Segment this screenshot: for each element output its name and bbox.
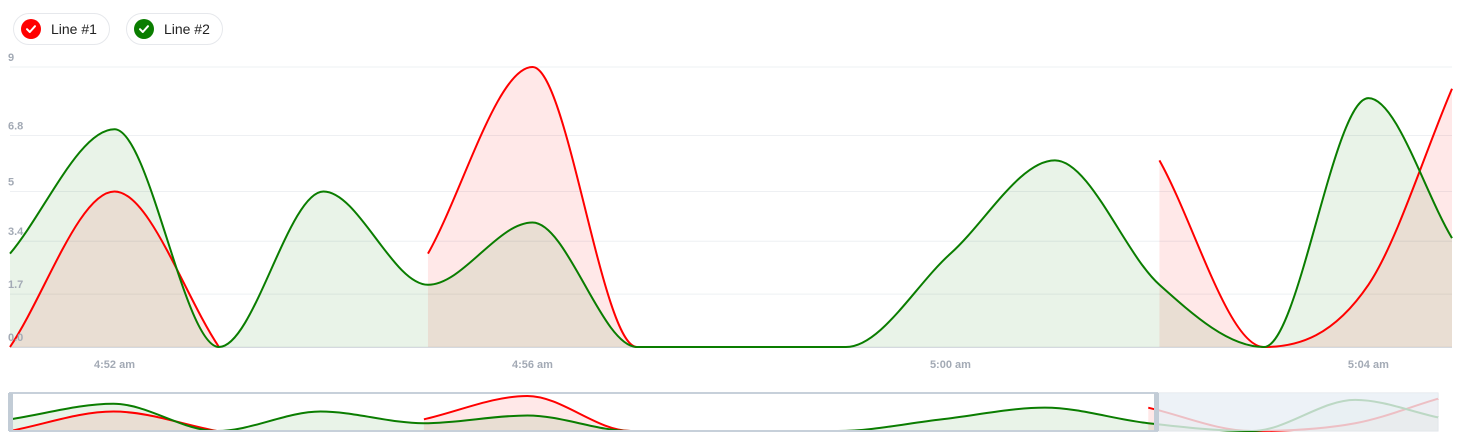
navigator-area-series-2 [10,399,1438,431]
area-series-1 [427,67,846,347]
y-tick-label: 1.7 [8,279,23,291]
legend-item-line-1[interactable]: Line #1 [13,13,110,45]
series-areas [10,67,1452,348]
y-tick-label: 0.0 [8,332,23,344]
y-axis: 0.0 1.7 3.4 5 6.8 9 [8,52,24,344]
x-axis: 4:52 am 4:56 am 5:00 am 5:04 am [94,359,1389,371]
x-tick-label: 5:04 am [1348,359,1389,371]
y-tick-label: 3.4 [8,226,24,238]
check-icon [133,19,154,39]
navigator-line-series-1 [9,410,218,432]
y-tick-label: 9 [8,52,14,64]
x-tick-label: 5:00 am [930,359,971,371]
navigator-area-series-1 [10,411,217,431]
area-series-2 [10,98,1452,347]
y-tick-label: 6.8 [8,120,23,132]
line-series-2 [9,97,1453,349]
area-series-1 [10,191,219,347]
line-series-1 [9,190,220,348]
navigator-right-handle[interactable] [1154,393,1159,431]
navigator-left-handle[interactable] [8,393,13,431]
check-icon [21,19,41,39]
area-series-1 [1159,88,1452,348]
y-tick-label: 5 [8,176,14,188]
legend-label: Line #2 [163,21,210,37]
legend-label: Line #1 [51,21,97,37]
grid-lines [10,66,1452,348]
x-tick-label: 4:56 am [512,359,553,371]
legend-item-line-2[interactable]: Line #2 [125,13,223,45]
series-lines [9,65,1453,349]
navigator-unselected-region [1157,393,1438,431]
x-tick-label: 4:52 am [94,359,135,371]
chart-legend: Line #1 Line #2 [13,13,223,45]
range-navigator[interactable] [8,392,1439,433]
line-series-1 [1158,88,1453,349]
navigator-area-series-1 [423,396,838,431]
